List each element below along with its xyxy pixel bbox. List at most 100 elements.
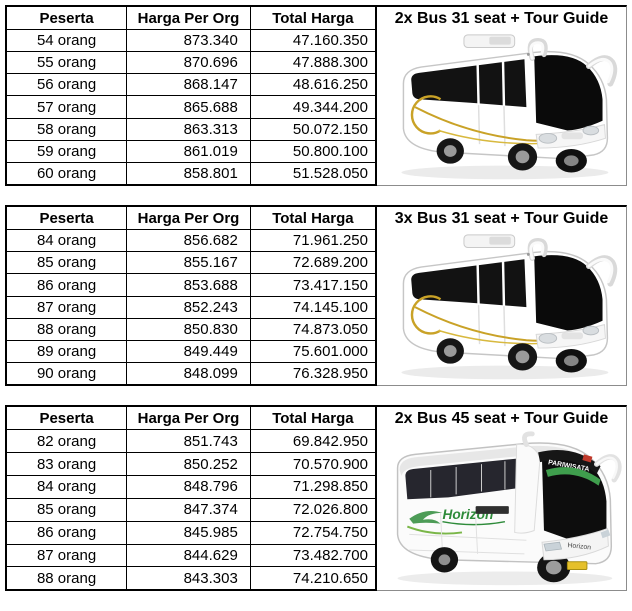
harga-per-org-cell: 850.252: [126, 452, 251, 476]
harga-per-org-cell: 848.099: [126, 362, 251, 386]
table-row: 88 orang 850.830 74.873.050: [5, 317, 377, 341]
bus-31-seat-image: [380, 29, 624, 185]
peserta-cell: 57 orang: [5, 95, 128, 119]
peserta-cell: 85 orang: [5, 497, 128, 522]
harga-per-org-cell: 858.801: [126, 161, 251, 186]
bus-package-title: 2x Bus 31 seat + Tour Guide: [394, 10, 609, 27]
harga-per-org-cell: 848.796: [126, 475, 251, 499]
price-table-2: Peserta Harga Per Org Total Harga 84 ora…: [5, 205, 377, 387]
table-row: 59 orang 861.019 50.800.100: [5, 139, 377, 163]
total-harga-cell: 73.482.700: [249, 543, 377, 568]
harga-per-org-cell: 851.743: [126, 429, 251, 454]
bus-brand-front-text: Horizon: [567, 542, 591, 551]
peserta-cell: 55 orang: [5, 51, 128, 75]
table-row: 54 orang 873.340 47.160.350: [5, 28, 377, 53]
table-row: 87 orang 852.243 74.145.100: [5, 295, 377, 319]
total-harga-cell: 47.160.350: [249, 28, 377, 53]
peserta-cell: 87 orang: [5, 543, 128, 568]
harga-per-org-cell: 865.688: [126, 95, 251, 119]
harga-per-org-cell: 870.696: [126, 51, 251, 75]
bus-package-title: 3x Bus 31 seat + Tour Guide: [394, 210, 609, 228]
table-row: 56 orang 868.147 48.616.250: [5, 73, 377, 97]
peserta-cell: 86 orang: [5, 273, 128, 297]
table-row: 60 orang 858.801 51.528.050: [5, 161, 377, 186]
bus-panel-2: 3x Bus 31 seat + Tour Guide: [377, 205, 627, 387]
bus-price-list: Peserta Harga Per Org Total Harga 54 ora…: [5, 5, 632, 592]
peserta-cell: 89 orang: [5, 339, 128, 364]
table-row: 86 orang 845.985 72.754.750: [5, 520, 377, 545]
harga-per-org-cell: 845.985: [126, 520, 251, 545]
peserta-cell: 88 orang: [5, 566, 128, 591]
table-row: 82 orang 851.743 69.842.950: [5, 429, 377, 454]
peserta-cell: 85 orang: [5, 251, 128, 275]
total-harga-cell: 50.072.150: [249, 117, 377, 141]
peserta-cell: 83 orang: [5, 452, 128, 476]
harga-per-org-cell: 850.830: [126, 317, 251, 341]
harga-per-org-cell: 847.374: [126, 497, 251, 522]
header-peserta: Peserta: [5, 205, 128, 231]
harga-per-org-cell: 844.629: [126, 543, 251, 568]
total-harga-cell: 51.528.050: [249, 161, 377, 186]
total-harga-cell: 71.961.250: [249, 229, 377, 253]
total-harga-cell: 76.328.950: [249, 362, 377, 386]
table-row: 58 orang 863.313 50.072.150: [5, 117, 377, 141]
price-section-2x-bus-31: Peserta Harga Per Org Total Harga 54 ora…: [5, 5, 632, 187]
table-row: 57 orang 865.688 49.344.200: [5, 95, 377, 119]
table-row: 89 orang 849.449 75.601.000: [5, 339, 377, 364]
harga-per-org-cell: 868.147: [126, 73, 251, 97]
peserta-cell: 84 orang: [5, 475, 128, 499]
total-harga-cell: 74.210.650: [249, 566, 377, 591]
price-table-1: Peserta Harga Per Org Total Harga 54 ora…: [5, 5, 377, 187]
total-harga-cell: 75.601.000: [249, 339, 377, 364]
table-header-row: Peserta Harga Per Org Total Harga: [5, 205, 377, 231]
price-section-2x-bus-45: Peserta Harga Per Org Total Harga 82 ora…: [5, 405, 632, 592]
header-peserta: Peserta: [5, 5, 128, 30]
table-row: 85 orang 855.167 72.689.200: [5, 251, 377, 275]
harga-per-org-cell: 853.688: [126, 273, 251, 297]
table-header-row: Peserta Harga Per Org Total Harga: [5, 5, 377, 30]
harga-per-org-cell: 855.167: [126, 251, 251, 275]
total-harga-cell: 74.873.050: [249, 317, 377, 341]
total-harga-cell: 48.616.250: [249, 73, 377, 97]
header-total-harga: Total Harga: [249, 205, 377, 231]
total-harga-cell: 74.145.100: [249, 295, 377, 319]
price-section-3x-bus-31: Peserta Harga Per Org Total Harga 84 ora…: [5, 205, 632, 387]
header-total-harga: Total Harga: [249, 405, 377, 431]
total-harga-cell: 73.417.150: [249, 273, 377, 297]
bus-panel-1: 2x Bus 31 seat + Tour Guide: [377, 5, 627, 187]
peserta-cell: 54 orang: [5, 28, 128, 53]
header-total-harga: Total Harga: [249, 5, 377, 30]
total-harga-cell: 72.754.750: [249, 520, 377, 545]
peserta-cell: 88 orang: [5, 317, 128, 341]
header-peserta: Peserta: [5, 405, 128, 431]
table-row: 84 orang 856.682 71.961.250: [5, 229, 377, 253]
peserta-cell: 59 orang: [5, 139, 128, 163]
peserta-cell: 58 orang: [5, 117, 128, 141]
harga-per-org-cell: 843.303: [126, 566, 251, 591]
peserta-cell: 90 orang: [5, 362, 128, 386]
table-row: 55 orang 870.696 47.888.300: [5, 51, 377, 75]
header-harga-per-org: Harga Per Org: [126, 405, 251, 431]
bus-panel-3: 2x Bus 45 seat + Tour Guide PARIWISATA H…: [377, 405, 627, 592]
table-row: 87 orang 844.629 73.482.700: [5, 543, 377, 568]
table-row: 90 orang 848.099 76.328.950: [5, 362, 377, 386]
harga-per-org-cell: 861.019: [126, 139, 251, 163]
header-harga-per-org: Harga Per Org: [126, 5, 251, 30]
price-table-3: Peserta Harga Per Org Total Harga 82 ora…: [5, 405, 377, 592]
peserta-cell: 60 orang: [5, 161, 128, 186]
table-row: 85 orang 847.374 72.026.800: [5, 497, 377, 522]
total-harga-cell: 49.344.200: [249, 95, 377, 119]
harga-per-org-cell: 852.243: [126, 295, 251, 319]
harga-per-org-cell: 863.313: [126, 117, 251, 141]
table-row: 86 orang 853.688 73.417.150: [5, 273, 377, 297]
harga-per-org-cell: 873.340: [126, 28, 251, 53]
peserta-cell: 84 orang: [5, 229, 128, 253]
harga-per-org-cell: 856.682: [126, 229, 251, 253]
total-harga-cell: 72.689.200: [249, 251, 377, 275]
bus-package-title: 2x Bus 45 seat + Tour Guide: [394, 410, 609, 428]
total-harga-cell: 72.026.800: [249, 497, 377, 522]
bus-31-seat-image: [380, 229, 624, 385]
peserta-cell: 86 orang: [5, 520, 128, 545]
bus-45-seat-image: PARIWISATA Horizon Horizon: [396, 431, 622, 586]
total-harga-cell: 70.570.900: [249, 452, 377, 476]
